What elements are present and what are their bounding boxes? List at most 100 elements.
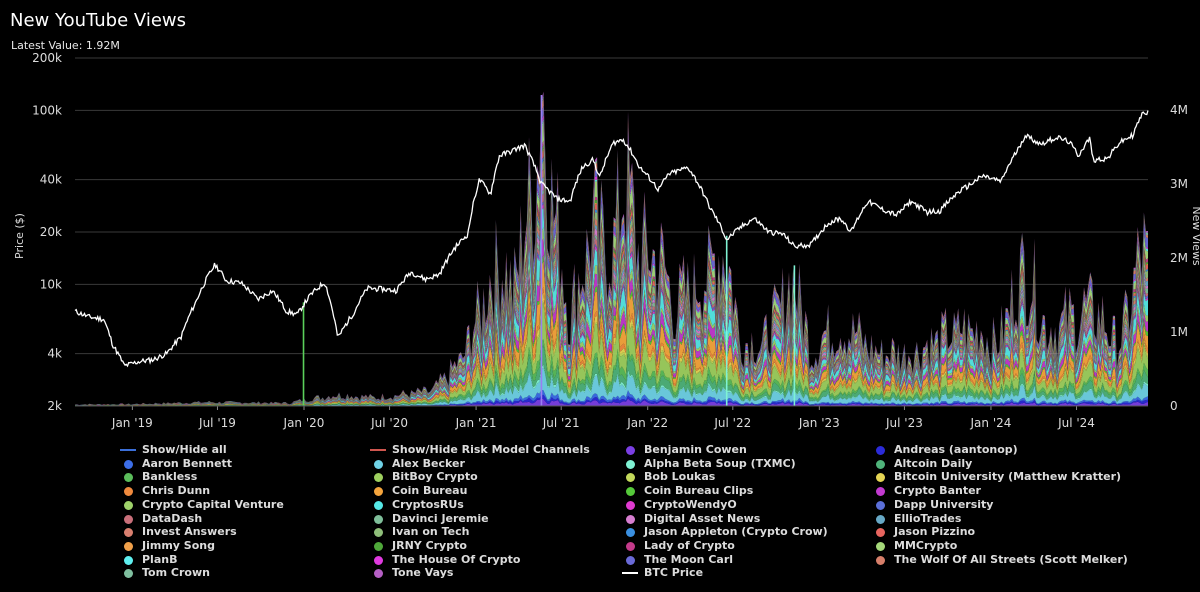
chart-title: New YouTube Views: [10, 10, 186, 31]
legend-label: Crypto Capital Venture: [142, 497, 284, 511]
legend-dot-icon: [876, 500, 885, 510]
chart-area: Jan '19 Jul '19 Jan '20 Jul '20 Jan '21 Jul '…: [13, 51, 1200, 430]
y-left-tick-label: 100k: [32, 103, 62, 117]
legend-dot-icon: [626, 514, 635, 524]
x-tick-label: Jan '20: [283, 416, 325, 430]
legend-label: BTC Price: [644, 566, 704, 580]
legend-label: Jimmy Song: [142, 538, 215, 552]
legend-dot-icon: [626, 473, 635, 483]
y-left-tick-label: 4k: [47, 347, 62, 361]
legend-dot-icon: [876, 487, 885, 497]
x-tick-label: Jan '22: [626, 416, 668, 430]
legend-label: Show/Hide Risk Model Channels: [392, 443, 590, 456]
legend-label: MMCrypto: [894, 538, 958, 552]
legend-dot-icon: [374, 487, 383, 497]
legend-label: Coin Bureau Clips: [644, 484, 754, 498]
x-axis-ticks: Jan '19 Jul '19 Jan '20 Jul '20 Jan '21 Jul '…: [75, 405, 1148, 430]
legend-label: Tom Crown: [142, 566, 210, 580]
legend-dot-icon: [876, 459, 885, 469]
legend-label: CryptosRUs: [392, 497, 464, 511]
legend-label: Invest Answers: [142, 525, 237, 539]
x-tick-label: Jul '19: [198, 416, 236, 430]
y-axis-right-label: New Views: [1190, 206, 1200, 266]
y-right-tick-label: 0: [1170, 399, 1178, 413]
y-left-tick-label: 200k: [32, 51, 62, 65]
legend-label: EllioTrades: [894, 511, 962, 525]
legend-dot-icon: [124, 569, 133, 579]
y-right-tick-label: 1M: [1170, 325, 1188, 339]
x-tick-label: Jan '23: [798, 416, 840, 430]
legend-label: Alex Becker: [392, 456, 465, 470]
x-tick-label: Jan '19: [111, 416, 153, 430]
legend-label: Benjamin Cowen: [644, 443, 747, 456]
legend-label: Alpha Beta Soup (TXMC): [644, 456, 796, 470]
legend-dot-icon: [626, 487, 635, 497]
legend-dot-icon: [626, 541, 635, 551]
y-right-tick-label: 3M: [1170, 177, 1188, 191]
y-left-tick-label: 20k: [40, 225, 62, 239]
legend-label: The Wolf Of All Streets (Scott Melker): [894, 552, 1128, 566]
y-right-tick-label: 2M: [1170, 251, 1188, 265]
legend-dot-icon: [374, 514, 383, 524]
legend-label: Jason Appleton (Crypto Crow): [644, 525, 828, 539]
y-left-tick-label: 10k: [40, 277, 62, 291]
legend-label: Lady of Crypto: [644, 538, 735, 552]
legend-label: Davinci Jeremie: [392, 511, 489, 525]
x-tick-label: Jul '21: [542, 416, 580, 430]
legend-dot-icon: [124, 473, 133, 483]
legend-dot-icon: [374, 473, 383, 483]
legend-dot-icon: [876, 514, 885, 524]
legend-dot-icon: [124, 541, 133, 551]
x-tick-label: Jan '24: [970, 416, 1012, 430]
legend-dot-icon: [124, 500, 133, 510]
legend-dot-icon: [124, 555, 133, 565]
legend-dot-icon: [374, 569, 383, 579]
legend-label: Jason Pizzino: [894, 525, 976, 539]
legend-dot-icon: [124, 459, 133, 469]
x-tick-label: Jul '20: [370, 416, 408, 430]
legend-label: Ivan on Tech: [392, 525, 470, 539]
x-tick-label: Jul '23: [885, 416, 923, 430]
y-left-tick-label: 2k: [47, 399, 62, 413]
legend-dot-icon: [374, 555, 383, 565]
legend-label: Coin Bureau: [392, 484, 468, 498]
legend-label: JRNY Crypto: [392, 538, 467, 552]
legend-dot-icon: [876, 555, 885, 565]
legend-label: Bob Loukas: [644, 470, 716, 484]
legend-label: PlanB: [142, 552, 178, 566]
legend-label: The Moon Carl: [644, 552, 734, 566]
x-tick-label: Jul '22: [713, 416, 751, 430]
legend-dot-icon: [626, 528, 635, 538]
legend-dot-icon: [876, 473, 885, 483]
legend-line-icon: [120, 449, 136, 451]
x-tick-label: Jul '24: [1057, 416, 1095, 430]
legend-dot-icon: [374, 459, 383, 469]
legend-label: Dapp University: [894, 497, 994, 511]
legend-label: Bankless: [142, 470, 198, 484]
legend-dot-icon: [374, 500, 383, 510]
y-left-tick-label: 40k: [40, 173, 62, 187]
x-tick-label: Jan '21: [455, 416, 497, 430]
y-axis-left-label: Price ($): [13, 213, 26, 259]
legend-dot-icon: [626, 446, 635, 455]
legend-dot-icon: [876, 541, 885, 551]
y-axis-left-ticks: 2k 4k 10k 20k 40k 100k 200k: [32, 51, 62, 413]
chart-legend: Show/Hide all Show/Hide Risk Model Channe…: [118, 443, 1198, 591]
views-spikes: [302, 95, 796, 406]
legend-line-icon: [622, 572, 638, 575]
legend-dot-icon: [876, 528, 885, 538]
legend-line-icon: [370, 449, 386, 451]
legend-label: Andreas (aantonop): [894, 443, 1018, 456]
y-axis-right-ticks: 0 1M 2M 3M 4M: [1170, 103, 1188, 413]
legend-dot-icon: [374, 541, 383, 551]
legend-label: Altcoin Daily: [894, 456, 973, 470]
legend-dot-icon: [876, 446, 885, 455]
legend-dot-icon: [626, 555, 635, 565]
legend-label: Crypto Banter: [894, 484, 981, 498]
legend-label: BitBoy Crypto: [392, 470, 478, 484]
series-area-alex-becker: [75, 367, 1148, 406]
legend-label: Digital Asset News: [644, 511, 761, 525]
legend-dot-icon: [124, 487, 133, 497]
chart-subtitle: Latest Value: 1.92M: [11, 39, 120, 52]
btc-price-line: [74, 110, 1149, 368]
